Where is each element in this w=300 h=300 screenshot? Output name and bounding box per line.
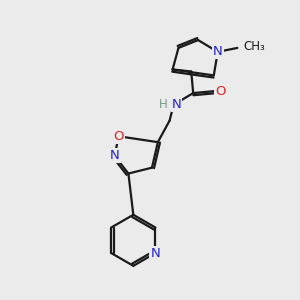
Text: CH₃: CH₃ [243,40,265,53]
Text: N: N [110,149,119,162]
Text: O: O [113,130,124,143]
Text: O: O [215,85,226,98]
Text: N: N [172,98,182,111]
Text: N: N [213,45,223,58]
Text: H: H [159,98,168,111]
Text: N: N [151,247,160,260]
